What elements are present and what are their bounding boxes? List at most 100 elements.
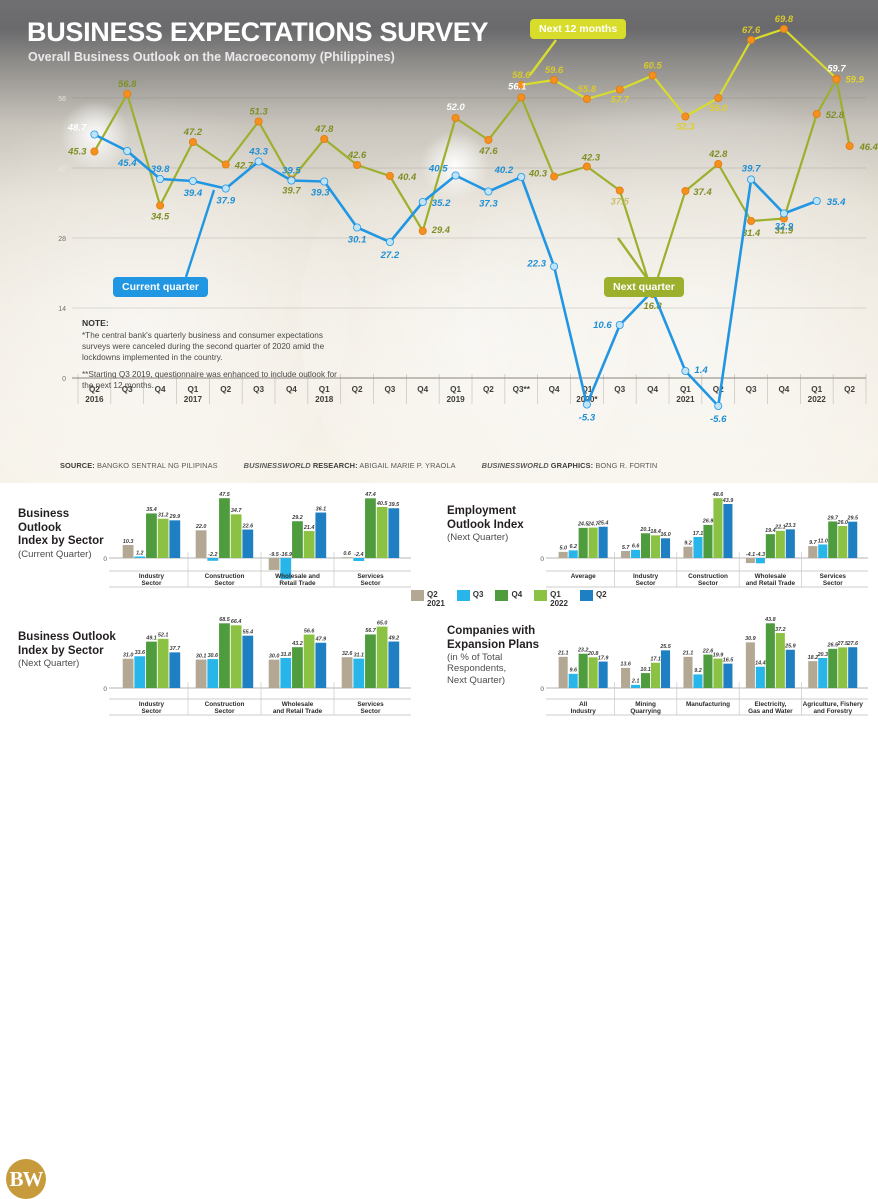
x-axis-year-label: 2020* bbox=[576, 395, 598, 404]
x-axis-quarter-label: Q2 bbox=[89, 385, 100, 394]
bar bbox=[838, 647, 848, 688]
bar bbox=[755, 666, 765, 688]
legend-tag-next-quarter: Next quarter bbox=[604, 277, 684, 297]
legend-label: Q3 bbox=[472, 590, 484, 599]
legend-swatch bbox=[579, 590, 593, 601]
bar-category-label: Construction bbox=[205, 701, 245, 708]
bar-category-label: Sector bbox=[636, 580, 656, 587]
x-axis-quarter-label: Q1 bbox=[187, 385, 198, 394]
bar-value-label: 2.1 bbox=[631, 679, 640, 685]
bar bbox=[775, 633, 785, 688]
data-point bbox=[812, 196, 821, 205]
bar-value-label: 16.0 bbox=[660, 532, 671, 538]
data-point bbox=[714, 159, 723, 168]
data-label: 56.0 bbox=[709, 102, 728, 113]
data-label: 10.6 bbox=[593, 320, 612, 331]
bar-value-label: 0.6 bbox=[343, 551, 351, 557]
y-axis-tick: 28 bbox=[58, 236, 66, 243]
data-point bbox=[747, 216, 756, 225]
bar-value-label: 52.1 bbox=[158, 633, 169, 639]
x-axis-quarter-label: Q1 bbox=[680, 385, 691, 394]
data-point bbox=[648, 71, 657, 80]
data-point bbox=[615, 85, 624, 94]
x-axis-quarter-label: Q4 bbox=[647, 385, 658, 394]
graphics-credit: BUSINESSWORLD GRAPHICS: BONG R. FORTIN bbox=[482, 461, 658, 470]
bar-category-label: Construction bbox=[205, 573, 245, 580]
bar-category-label: and Forestry bbox=[813, 708, 852, 715]
bar-value-label: 18.4 bbox=[650, 529, 661, 535]
data-label: 40.2 bbox=[494, 165, 514, 176]
legend-label: Q1 2022 bbox=[550, 590, 568, 609]
bar-value-label: 23.3 bbox=[784, 523, 796, 529]
bar bbox=[230, 625, 242, 688]
bar-value-label: 21.4 bbox=[303, 525, 315, 531]
mini-subtitle-text: (Next Quarter) bbox=[18, 658, 80, 670]
bar-value-label: 19.4 bbox=[765, 528, 776, 534]
data-point bbox=[254, 157, 263, 166]
bar bbox=[558, 551, 568, 558]
bar bbox=[376, 626, 388, 688]
bar bbox=[808, 546, 818, 558]
bars-business-outlook-current: 0 10.3 1.2 35.4 31.2 29.9 Industry Sector 22.0 -2… bbox=[103, 483, 413, 588]
bar bbox=[650, 535, 661, 558]
bar bbox=[848, 647, 858, 688]
data-point bbox=[747, 36, 756, 45]
data-label: 46.4 bbox=[859, 141, 878, 152]
main-chart-panel: BUSINESS EXPECTATIONS SURVEY Overall Bus… bbox=[0, 0, 878, 483]
data-label: 39.5 bbox=[282, 166, 301, 177]
bar-value-label: -2.4 bbox=[354, 552, 363, 558]
bar-category-label: Sector bbox=[142, 708, 162, 715]
x-axis-quarter-label: Q4 bbox=[155, 385, 166, 394]
bar bbox=[242, 635, 254, 688]
bar-value-label: 40.5 bbox=[376, 501, 388, 507]
data-label: -5.6 bbox=[710, 414, 727, 425]
x-axis-quarter-label: Q2 bbox=[220, 385, 231, 394]
data-label: 37.9 bbox=[216, 196, 235, 207]
bar-category-label: Electricity, bbox=[754, 701, 786, 708]
bar-value-label: 37.2 bbox=[775, 627, 786, 633]
bar bbox=[134, 556, 146, 558]
bar-value-label: 1.2 bbox=[136, 550, 144, 556]
legend-item: Q4 bbox=[495, 590, 522, 601]
bar-value-label: 31.2 bbox=[158, 513, 169, 519]
data-label: 52.8 bbox=[826, 109, 845, 120]
data-label: 55.8 bbox=[578, 83, 597, 94]
bar bbox=[122, 545, 134, 558]
bar bbox=[621, 667, 631, 688]
legend-label: Q2 bbox=[595, 590, 607, 599]
bar-category-label: Wholesale and bbox=[275, 573, 320, 580]
x-axis-quarter-label: Q4 bbox=[549, 385, 560, 394]
bar-value-label: 5.7 bbox=[622, 545, 630, 551]
bar-value-label: 47.9 bbox=[315, 637, 327, 643]
bar-zero-label: 0 bbox=[103, 556, 107, 563]
data-point bbox=[681, 366, 690, 375]
data-point bbox=[320, 177, 329, 186]
data-label: 59.9 bbox=[845, 74, 864, 85]
data-label: 51.3 bbox=[249, 106, 268, 117]
bar-value-label: 30.6 bbox=[208, 653, 219, 659]
data-label: 22.3 bbox=[526, 259, 546, 270]
bar bbox=[713, 498, 723, 558]
bar bbox=[765, 623, 775, 688]
data-point bbox=[353, 223, 362, 232]
data-label: 35.4 bbox=[827, 197, 846, 208]
bar-value-label: 24.7 bbox=[587, 521, 599, 527]
bar bbox=[785, 649, 795, 688]
bar-value-label: 25.9 bbox=[784, 644, 796, 650]
bar-value-label: 22.6 bbox=[702, 648, 714, 654]
bar bbox=[303, 531, 315, 558]
bar bbox=[848, 521, 858, 558]
bar bbox=[280, 558, 292, 580]
bar-value-label: 47.5 bbox=[218, 492, 230, 498]
mini-title-text: Business Outlook Index by Sector bbox=[18, 508, 104, 548]
bar-value-label: 55.4 bbox=[243, 629, 254, 635]
data-point bbox=[615, 186, 624, 195]
bar-category-label: Wholesale bbox=[755, 573, 787, 580]
bar bbox=[723, 663, 733, 688]
bar bbox=[785, 529, 795, 558]
bar-value-label: 30.0 bbox=[269, 653, 280, 659]
data-point bbox=[550, 262, 559, 271]
data-label: 47.8 bbox=[314, 123, 334, 134]
legend-item: Q1 2022 bbox=[534, 590, 568, 608]
